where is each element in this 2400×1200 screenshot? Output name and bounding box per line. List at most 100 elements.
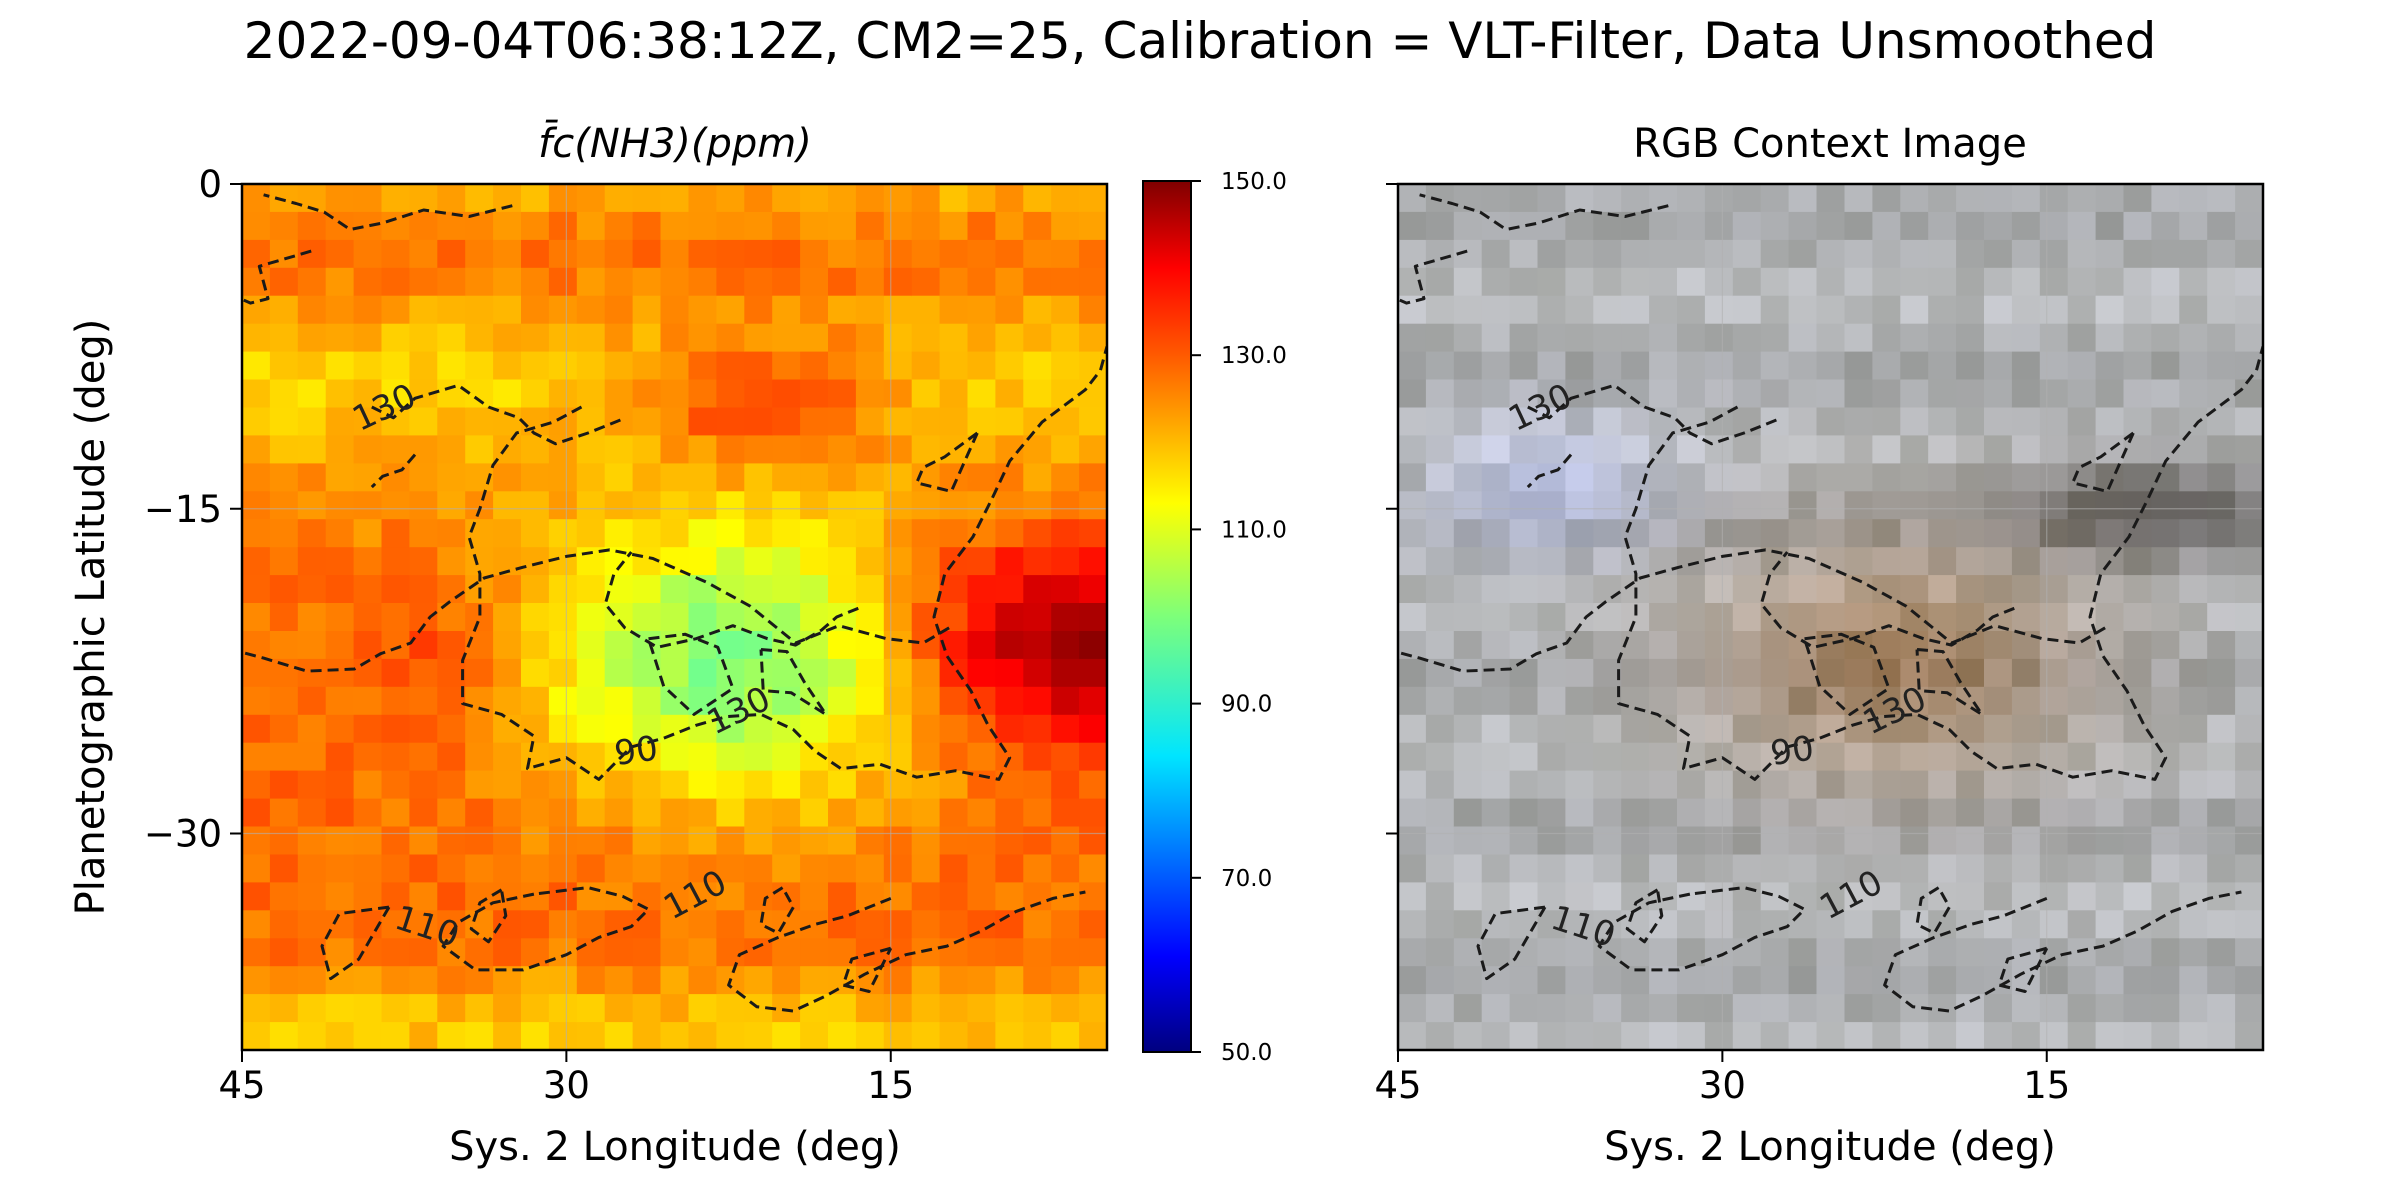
heatmap-cell — [269, 686, 299, 716]
heatmap-cell — [883, 267, 913, 297]
heatmap-cell — [325, 770, 355, 800]
heatmap-cell — [521, 184, 550, 213]
heatmap-cell — [1051, 658, 1080, 688]
rgb-cell — [1398, 463, 1427, 492]
heatmap-cell — [660, 519, 690, 548]
heatmap-cell — [604, 267, 634, 297]
rgb-cell — [2095, 938, 2125, 967]
rgb-cell — [1872, 351, 1901, 381]
heatmap-cell — [604, 239, 634, 269]
rgb-cell — [1928, 351, 1957, 381]
rgb-cell — [2067, 686, 2097, 716]
rgb-cell — [1788, 295, 1818, 325]
rgb-cell — [1593, 491, 1622, 520]
heatmap-cell — [1023, 407, 1052, 437]
rgb-cell — [2179, 211, 2208, 241]
rgb-cell — [1844, 491, 1874, 520]
heatmap-cell — [800, 770, 829, 800]
heatmap-cell — [493, 798, 522, 828]
rgb-cell — [2011, 351, 2041, 381]
heatmap-cell — [800, 519, 829, 548]
rgb-cell — [1565, 994, 1594, 1023]
heatmap-cell — [632, 184, 662, 213]
heatmap-cell — [911, 351, 941, 381]
heatmap-cell — [548, 379, 578, 409]
heatmap-cell — [437, 714, 466, 744]
heatmap-cell — [855, 742, 885, 772]
heatmap-cell — [1023, 658, 1052, 688]
heatmap-cell — [437, 184, 466, 213]
heatmap-cell — [995, 826, 1024, 856]
heatmap-cell — [297, 1022, 327, 1050]
rgb-cell — [2235, 575, 2263, 604]
rgb-cell — [1398, 631, 1427, 660]
rgb-cell — [2207, 211, 2236, 241]
rgb-cell — [2179, 714, 2208, 744]
heatmap-cell — [939, 239, 969, 269]
rgb-cell — [2235, 463, 2263, 492]
heatmap-cell — [632, 994, 662, 1023]
heatmap-cell — [744, 351, 773, 381]
rgb-cell — [1732, 910, 1762, 939]
heatmap-cell — [911, 686, 941, 716]
heatmap-cell — [883, 966, 913, 995]
rgb-cell — [1453, 603, 1483, 632]
heatmap-cell — [242, 714, 271, 744]
rgb-cell — [1677, 463, 1706, 492]
rgb-cell — [1732, 686, 1762, 716]
heatmap-cell — [660, 211, 690, 241]
rgb-cell — [2011, 211, 2041, 241]
heatmap-cell — [521, 575, 550, 604]
heatmap-cell — [1051, 742, 1080, 772]
rgb-cell — [1481, 742, 1511, 772]
heatmap-cell — [828, 267, 857, 297]
heatmap-cell — [1051, 351, 1080, 381]
heatmap-cell — [939, 686, 969, 716]
rgb-cell — [1649, 714, 1678, 744]
rgb-cell — [1621, 658, 1650, 688]
heatmap-cell — [967, 631, 997, 660]
rgb-cell — [2039, 994, 2069, 1023]
heatmap-cell — [521, 658, 550, 688]
heatmap-cell — [995, 351, 1024, 381]
rgb-cell — [1816, 184, 1846, 213]
heatmap-cell — [437, 798, 466, 828]
heatmap-cell — [325, 686, 355, 716]
rgb-cell — [1677, 211, 1706, 241]
heatmap-cell — [632, 1022, 662, 1050]
rgb-cell — [1677, 351, 1706, 381]
contour-line — [370, 453, 417, 489]
heatmap-cell — [381, 575, 411, 604]
rgb-cell — [1509, 519, 1539, 548]
heatmap-cell — [744, 658, 773, 688]
heatmap-cell — [409, 826, 438, 856]
heatmap-cell — [772, 323, 801, 353]
heatmap-cell — [911, 323, 941, 353]
heatmap-cell — [855, 994, 885, 1023]
heatmap-cell — [493, 994, 522, 1023]
rgb-cell — [1481, 295, 1511, 325]
rgb-cell — [1593, 239, 1622, 269]
rgb-cell — [1704, 463, 1734, 492]
rgb-cell — [2179, 1022, 2208, 1050]
heatmap-cell — [465, 1022, 494, 1050]
rgb-cell — [1872, 1022, 1901, 1050]
rgb-cell — [1788, 798, 1818, 828]
rgb-cell — [1537, 239, 1567, 269]
heatmap-cell — [967, 658, 997, 688]
heatmap-cell — [688, 491, 718, 520]
heatmap-cell — [353, 435, 383, 464]
rgb-cell — [2067, 798, 2097, 828]
rgb-cell — [1816, 575, 1846, 604]
rgb-cell — [1816, 994, 1846, 1023]
heatmap-cell — [604, 323, 634, 353]
rgb-cell — [1537, 938, 1567, 967]
heatmap-cell — [688, 938, 718, 967]
heatmap-cell — [939, 351, 969, 381]
rgb-cell — [1900, 938, 1929, 967]
heatmap-cell — [883, 1022, 913, 1050]
heatmap-cell — [325, 407, 355, 437]
rgb-cell — [2235, 910, 2263, 939]
rgb-cell — [2067, 351, 2097, 381]
